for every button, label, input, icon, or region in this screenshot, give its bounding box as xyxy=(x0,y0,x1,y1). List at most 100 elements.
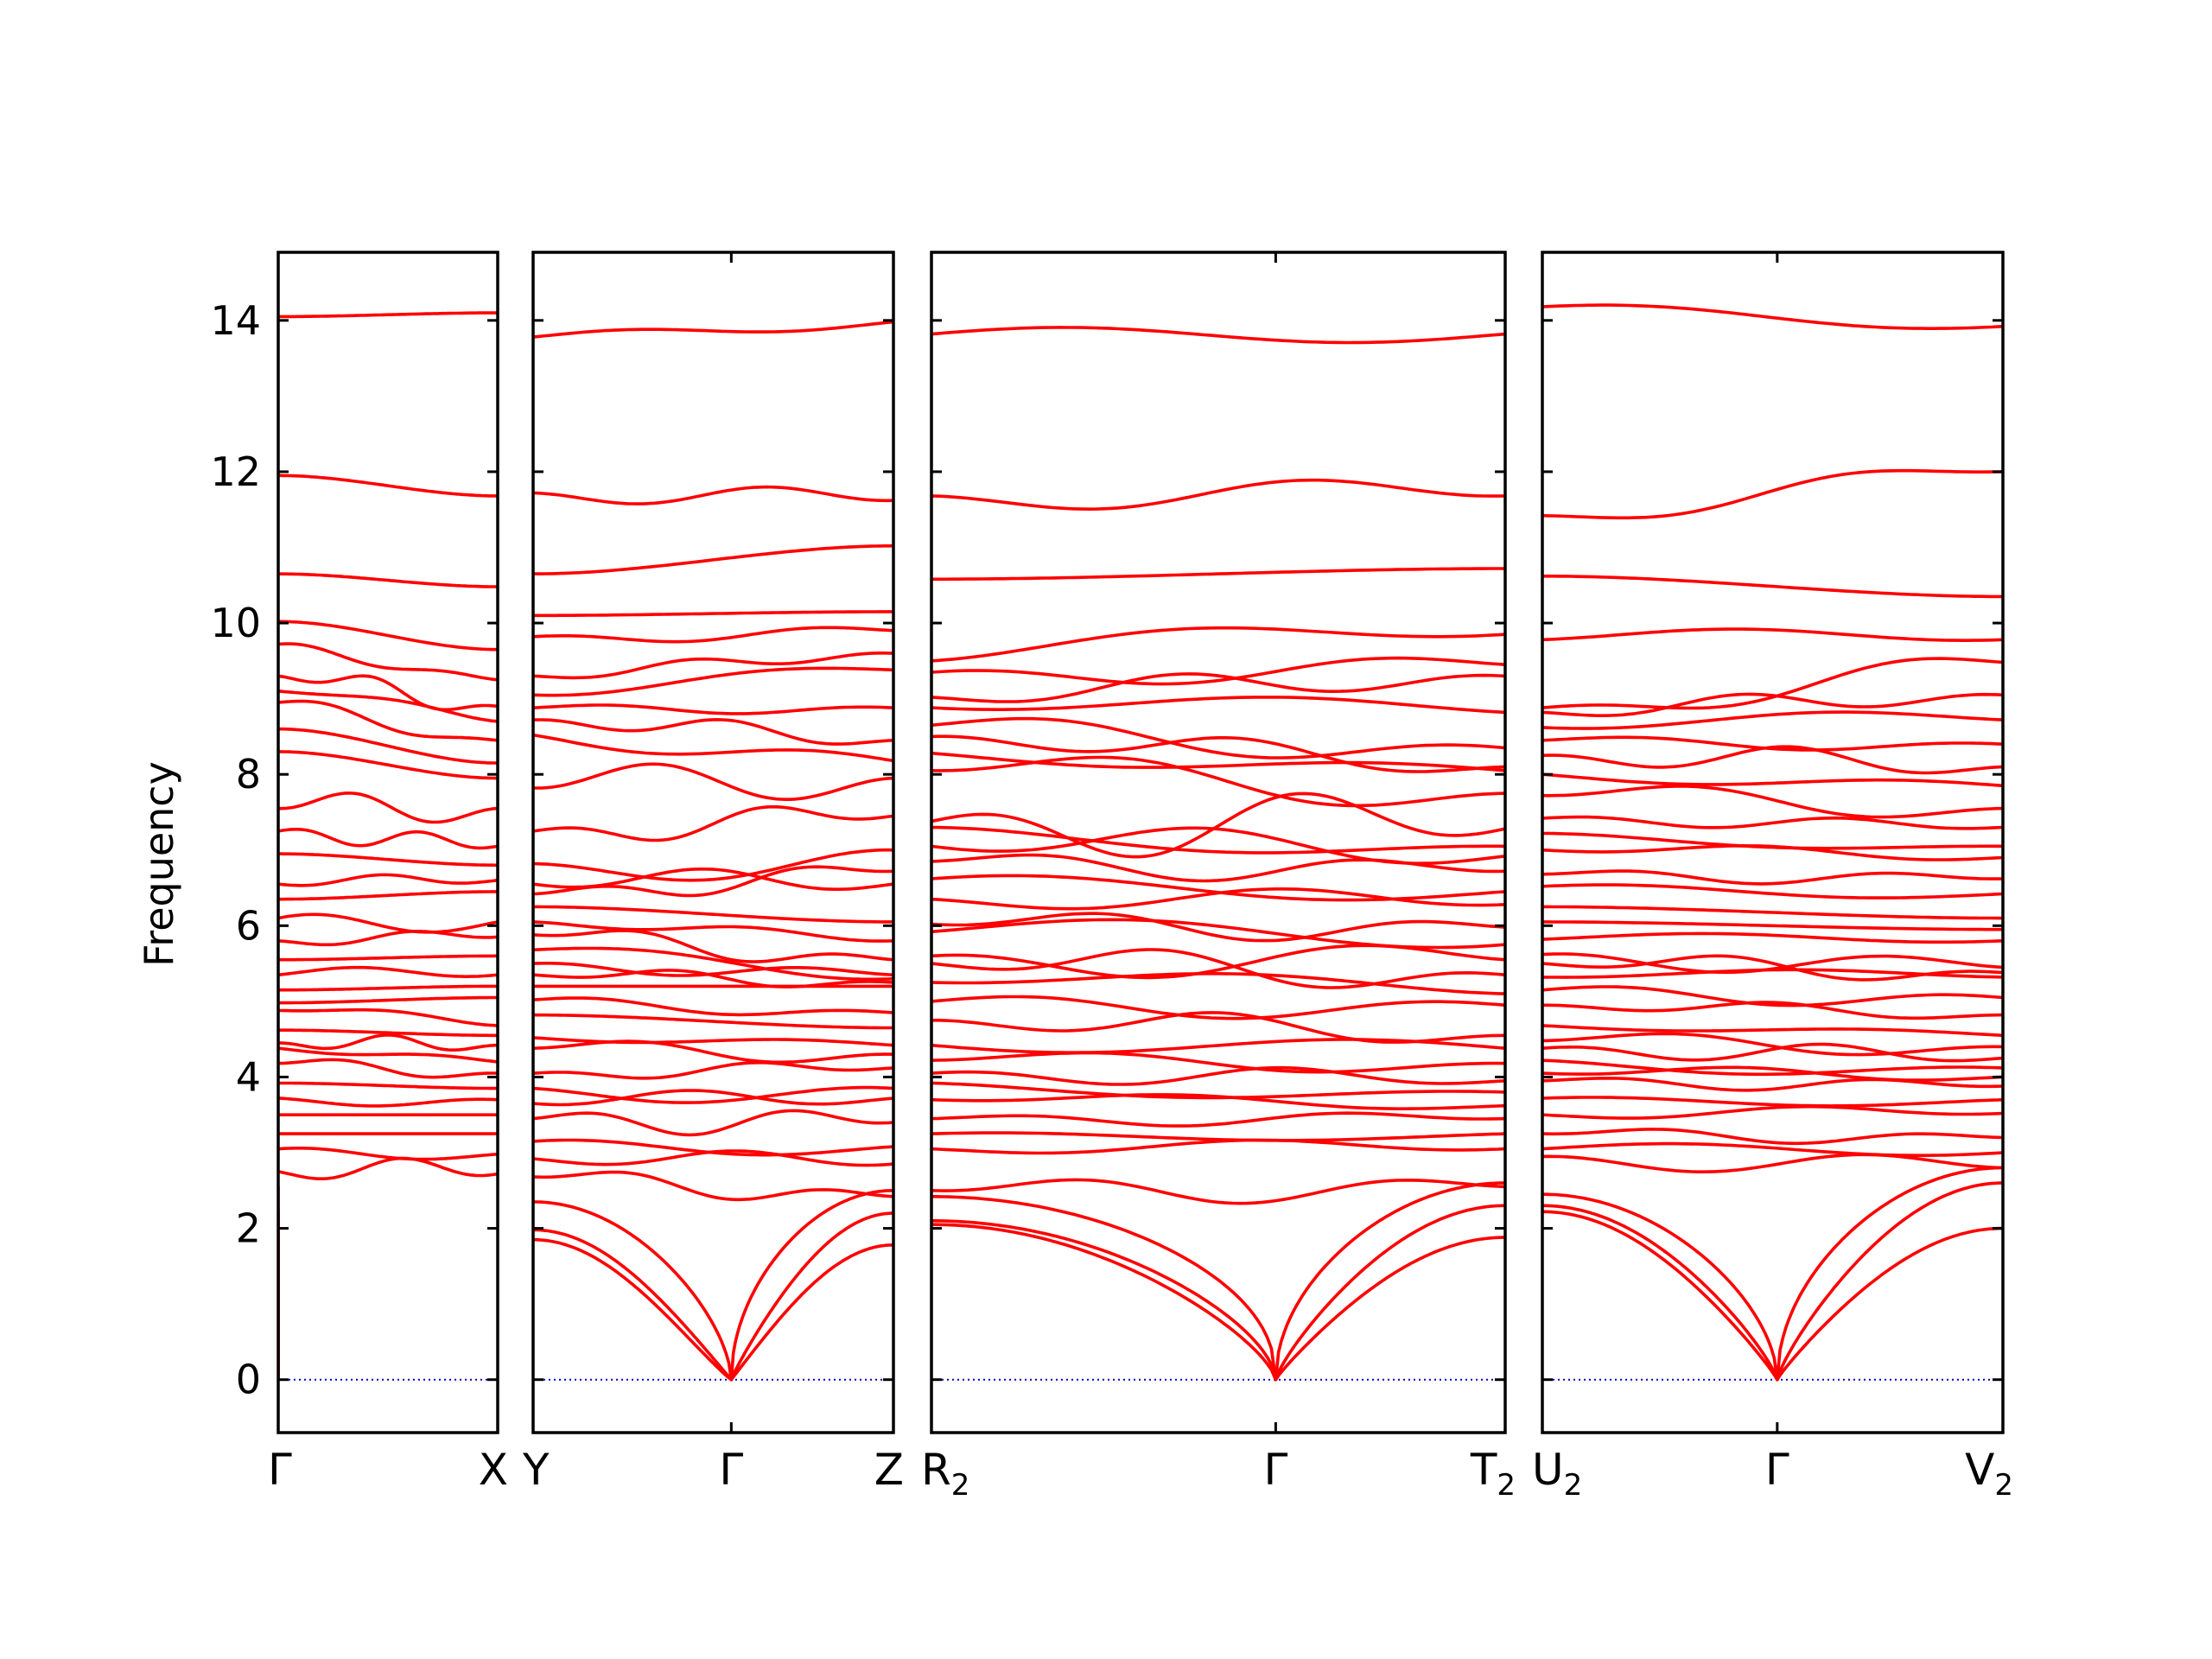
optical-band xyxy=(1542,1042,2003,1063)
panel-frame xyxy=(930,251,1507,1434)
optical-band xyxy=(278,1028,498,1038)
y-tick-label: 2 xyxy=(236,1205,261,1252)
panel-4: U2 Γ V2 xyxy=(1532,251,2013,1503)
optical-band xyxy=(278,995,498,1005)
optical-band xyxy=(533,543,893,575)
optical-band xyxy=(1542,844,2003,861)
optical-band xyxy=(1542,627,2003,642)
k-point-label: Γ xyxy=(268,1445,292,1495)
optical-band xyxy=(278,1007,498,1027)
optical-band xyxy=(931,626,1505,663)
panel-frame xyxy=(1541,251,2005,1434)
optical-band xyxy=(1542,1032,2003,1057)
acoustic-band xyxy=(729,1211,893,1382)
y-tick-label: 8 xyxy=(236,751,261,798)
acoustic-band xyxy=(533,1228,734,1382)
optical-band xyxy=(278,930,498,947)
optical-band xyxy=(533,718,893,746)
optical-band xyxy=(278,965,498,978)
optical-band xyxy=(1542,1065,2003,1082)
optical-band xyxy=(533,485,893,505)
optical-band xyxy=(1542,657,2003,710)
optical-band xyxy=(533,804,893,842)
optical-band xyxy=(931,1093,1505,1110)
acoustic-band xyxy=(1274,1181,1505,1382)
y-tick-label: 4 xyxy=(236,1053,261,1100)
optical-band xyxy=(278,620,498,652)
optical-band xyxy=(1542,772,2003,788)
optical-band xyxy=(278,912,498,934)
optical-band xyxy=(533,920,893,943)
optical-band xyxy=(1542,1024,2003,1038)
optical-band xyxy=(533,1085,893,1104)
y-tick-label: 10 xyxy=(210,600,261,646)
optical-band xyxy=(278,828,498,850)
optical-band xyxy=(931,948,1505,989)
optical-band xyxy=(278,1096,498,1108)
optical-band xyxy=(533,666,893,697)
k-point-label: Γ xyxy=(1263,1445,1287,1495)
optical-band xyxy=(278,852,498,868)
acoustic-band xyxy=(533,1237,734,1382)
optical-band xyxy=(1542,968,2003,979)
optical-band xyxy=(278,873,498,887)
optical-band xyxy=(931,1065,1505,1086)
acoustic-band xyxy=(1776,1166,2003,1382)
optical-band xyxy=(278,1046,498,1064)
optical-band xyxy=(931,1131,1505,1142)
optical-band xyxy=(533,1036,893,1047)
optical-band xyxy=(278,984,498,992)
optical-band xyxy=(1542,905,2003,920)
optical-band xyxy=(278,1156,498,1180)
acoustic-band xyxy=(729,1189,893,1382)
optical-band xyxy=(931,734,1505,773)
optical-band xyxy=(1542,1096,2003,1108)
optical-band xyxy=(931,672,1505,703)
y-axis: 0 2 4 6 8 10 12 14 xyxy=(210,297,261,1403)
optical-band xyxy=(1542,468,2003,520)
k-point-label: R2 xyxy=(921,1445,969,1503)
optical-band xyxy=(931,825,1505,855)
optical-band xyxy=(533,996,893,1017)
optical-band xyxy=(278,791,498,824)
optical-band xyxy=(278,954,498,962)
optical-band xyxy=(533,1039,893,1065)
optical-band xyxy=(931,716,1505,760)
optical-band xyxy=(533,610,893,618)
optical-band xyxy=(533,1061,893,1080)
optical-band xyxy=(278,1081,498,1090)
optical-band xyxy=(1542,575,2003,599)
panel-3-bands xyxy=(931,326,1505,1382)
optical-band xyxy=(278,890,498,901)
optical-band xyxy=(931,326,1505,345)
optical-band xyxy=(931,478,1505,511)
panel-2-bands xyxy=(533,320,893,1382)
optical-band xyxy=(278,699,498,742)
optical-band xyxy=(278,1058,498,1079)
optical-band xyxy=(931,1038,1505,1054)
panel-1-bands xyxy=(278,311,498,1382)
k-point-label: U2 xyxy=(1532,1445,1582,1503)
optical-band xyxy=(533,733,893,763)
optical-band xyxy=(1542,1001,2003,1020)
optical-band xyxy=(278,674,498,712)
optical-band xyxy=(931,912,1505,943)
optical-band xyxy=(1542,931,2003,944)
optical-band xyxy=(931,972,1505,995)
panel-frame xyxy=(276,251,499,1434)
acoustic-band xyxy=(1542,1204,1779,1382)
y-tick-label: 0 xyxy=(236,1357,261,1403)
optical-band xyxy=(1542,745,2003,775)
optical-band xyxy=(1542,303,2003,330)
acoustic-band xyxy=(931,1219,1278,1382)
k-point-label: T2 xyxy=(1470,1445,1516,1503)
optical-band xyxy=(1542,1128,2003,1146)
panel-frame xyxy=(531,251,895,1434)
optical-band xyxy=(1542,883,2003,899)
optical-band xyxy=(1542,785,2003,819)
k-point-label: X xyxy=(479,1445,508,1495)
acoustic-band xyxy=(1274,1236,1505,1382)
